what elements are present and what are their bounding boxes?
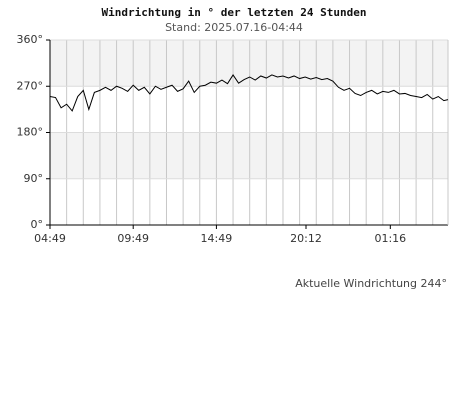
x-tick-label: 14:49: [201, 232, 233, 245]
band: [50, 132, 448, 179]
x-tick-label: 01:16: [374, 232, 406, 245]
y-tick-label: 90°: [24, 172, 44, 185]
x-tick-label: 20:12: [290, 232, 322, 245]
x-tick-label: 09:49: [117, 232, 149, 245]
y-tick-label: 270°: [17, 79, 44, 92]
y-tick-label: 180°: [17, 126, 44, 139]
chart-subtitle: Stand: 2025.07.16-04:44: [165, 21, 303, 34]
band: [50, 178, 448, 225]
annotation: Aktuelle Windrichtung 244°: [295, 277, 447, 290]
chart-title: Windrichtung in ° der letzten 24 Stunden: [102, 6, 367, 19]
y-tick-label: 360°: [17, 33, 44, 46]
line: [49, 74, 449, 112]
x-tick-label: 04:49: [34, 232, 66, 245]
band: [50, 40, 448, 87]
y-tick-label: 0°: [31, 218, 44, 231]
band: [50, 86, 448, 133]
